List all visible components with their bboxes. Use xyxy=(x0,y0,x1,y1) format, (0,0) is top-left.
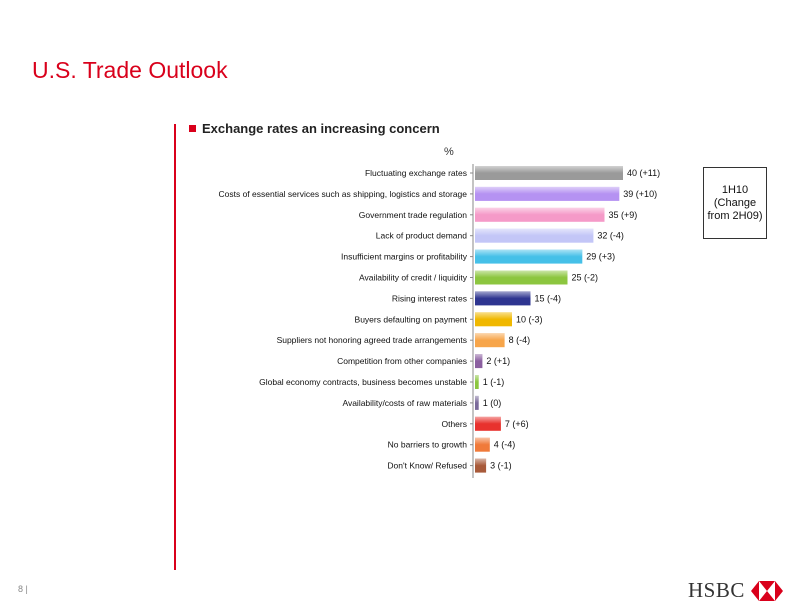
chart-title: Exchange rates an increasing concern xyxy=(202,121,440,136)
vertical-divider xyxy=(174,124,176,570)
category-label: Buyers defaulting on payment xyxy=(355,314,468,324)
value-label: 35 (+9) xyxy=(609,210,638,220)
value-label: 32 (-4) xyxy=(597,231,624,241)
page-number: 8 | xyxy=(18,584,28,594)
bar-sheen xyxy=(475,312,512,327)
value-label: 8 (-4) xyxy=(509,335,531,345)
bar-sheen xyxy=(475,416,501,431)
category-label: Government trade regulation xyxy=(359,210,467,220)
bar-sheen xyxy=(475,207,605,222)
bar-sheen xyxy=(475,437,490,452)
value-label: 3 (-1) xyxy=(490,461,512,471)
category-label: Suppliers not honoring agreed trade arra… xyxy=(277,335,467,345)
hsbc-logo: HSBC xyxy=(688,578,783,603)
value-label: 39 (+10) xyxy=(623,189,657,199)
category-label: Availability/costs of raw materials xyxy=(342,398,467,408)
category-label: Competition from other companies xyxy=(337,356,467,366)
logo-text: HSBC xyxy=(688,578,745,602)
bar-sheen xyxy=(475,375,479,389)
category-label: Costs of essential services such as ship… xyxy=(218,189,467,199)
category-label: Rising interest rates xyxy=(392,293,467,303)
bar-sheen xyxy=(475,291,531,306)
bar-sheen xyxy=(475,354,483,369)
category-label: Fluctuating exchange rates xyxy=(365,168,467,178)
value-label: 1 (0) xyxy=(483,398,502,408)
value-label: 15 (-4) xyxy=(535,293,562,303)
category-label: Availability of credit / liquidity xyxy=(359,273,468,283)
bar-sheen xyxy=(475,270,568,285)
category-label: Lack of product demand xyxy=(376,231,467,241)
category-label: Global economy contracts, business becom… xyxy=(259,377,467,387)
category-label: Others xyxy=(441,419,467,429)
value-label: 7 (+6) xyxy=(505,419,529,429)
category-label: Don't Know/ Refused xyxy=(387,461,467,471)
value-label: 2 (+1) xyxy=(486,356,510,366)
hexagon-logo-icon xyxy=(750,580,783,601)
bar-sheen xyxy=(475,458,487,473)
category-label: No barriers to growth xyxy=(388,440,468,450)
bar-sheen xyxy=(475,228,594,243)
bar-sheen xyxy=(475,166,623,180)
subtitle-bullet-icon xyxy=(189,125,196,132)
value-label: 25 (-2) xyxy=(572,273,599,283)
value-label: 40 (+11) xyxy=(627,168,660,178)
legend-note: 1H10 (Change from 2H09) xyxy=(703,167,767,239)
page-title: U.S. Trade Outlook xyxy=(32,57,228,83)
category-label: Insufficient margins or profitability xyxy=(341,252,468,262)
value-label: 4 (-4) xyxy=(494,440,516,450)
bar-sheen xyxy=(475,249,583,264)
bar-sheen xyxy=(475,395,479,410)
value-label: 29 (+3) xyxy=(586,252,615,262)
unit-label: % xyxy=(444,146,454,158)
value-label: 10 (-3) xyxy=(516,314,543,324)
bar-sheen xyxy=(475,186,620,201)
bar-sheen xyxy=(475,333,505,348)
value-label: 1 (-1) xyxy=(483,377,505,387)
